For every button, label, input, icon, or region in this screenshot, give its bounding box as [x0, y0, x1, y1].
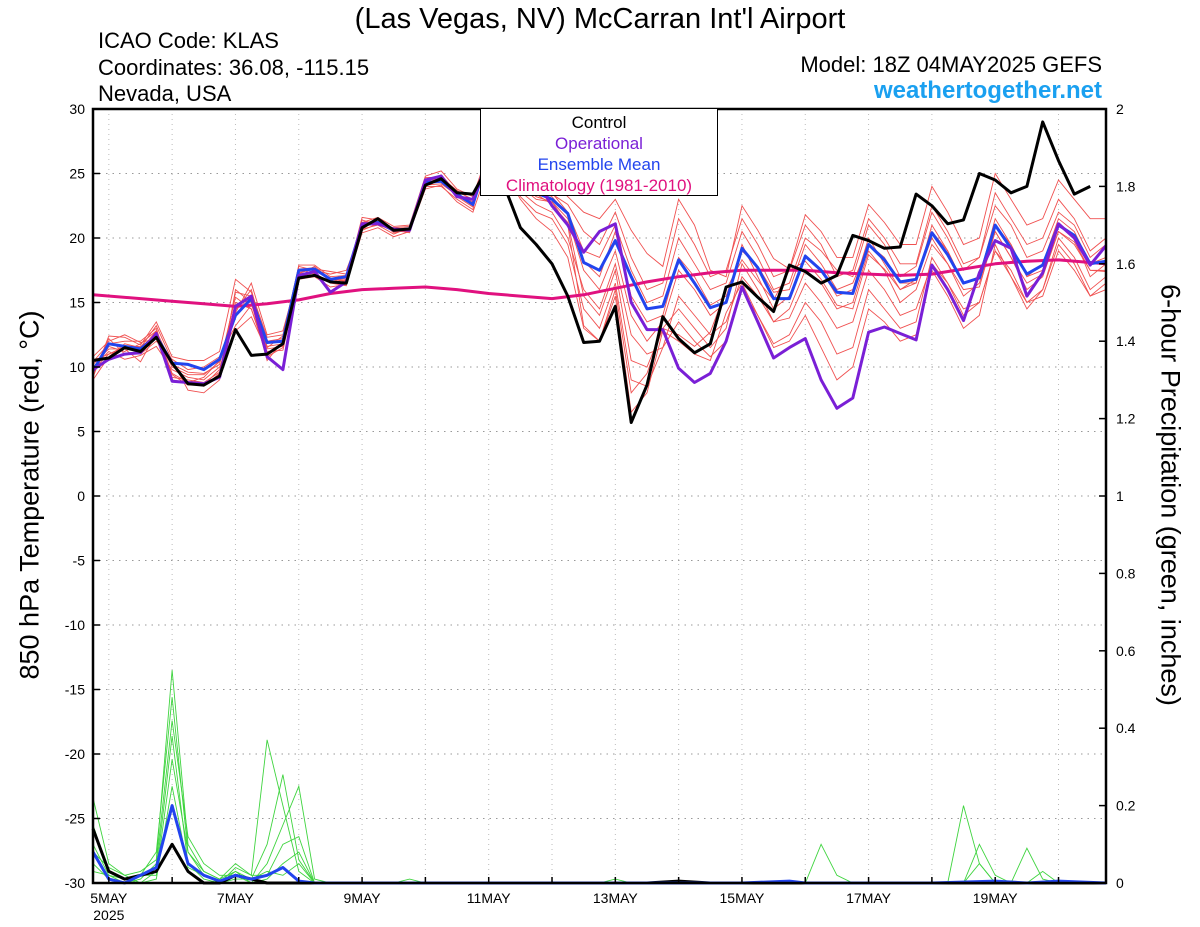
y-left-tick-label: 10: [69, 359, 85, 375]
ensemble-mean-temp-line: [91, 152, 1107, 372]
member-temp-line-2: [92, 140, 1106, 378]
y-right-tick-label: 0.2: [1116, 798, 1136, 814]
y-right-tick-label: 1.2: [1116, 411, 1136, 427]
legend-ensemble-mean: Ensemble Mean: [537, 155, 661, 174]
member-temp-line-4: [92, 157, 1107, 414]
chart-title: (Las Vegas, NV) McCarran Int'l Airport: [354, 3, 846, 35]
y-right-tick-label: 1.8: [1116, 178, 1136, 194]
member-precip-line-2: [92, 697, 1106, 884]
legend-control: Control: [571, 113, 627, 132]
member-temp-line-5: [92, 149, 1107, 383]
y-right-tick-label: 1.6: [1116, 256, 1136, 272]
y-left-tick-label: -10: [65, 617, 85, 633]
climatology-line: [92, 258, 1107, 308]
x-tick-label: 13MAY: [593, 890, 639, 906]
y-right-tick-label: 1.4: [1116, 333, 1136, 349]
member-precip-line-3: [92, 720, 1106, 884]
y-left-tick-label: -30: [65, 875, 85, 891]
y-right-tick-label: 0.8: [1116, 565, 1136, 581]
y-axis-left-label: 850 hPa Temperature (red, °C): [14, 310, 45, 680]
control-precip-line: [91, 828, 1106, 885]
ensemble-member-precipitation-lines: [92, 670, 1106, 884]
y-left-tick-label: -5: [73, 553, 86, 569]
legend: Control Operational Ensemble Mean Climat…: [480, 108, 718, 196]
y-axis-right-label: 6-hour Precipitation (green, inches): [1155, 284, 1186, 706]
member-precip-line-4: [92, 735, 1106, 884]
ensemble-mean-precip-line: [91, 804, 1107, 885]
y-left-tick-label: -20: [65, 746, 85, 762]
control-temp-line: [92, 120, 1091, 424]
y-right-tick-label: 2: [1116, 101, 1124, 117]
x-tick-label: 15MAY: [720, 890, 766, 906]
legend-climatology: Climatology (1981-2010): [505, 176, 693, 195]
x-tick-label: 17MAY: [846, 890, 892, 906]
y-left-tick-label: 15: [69, 295, 85, 311]
y-left-tick-label: 5: [77, 424, 85, 440]
y-left-tick-label: 0: [77, 488, 85, 504]
icao-code: ICAO Code: KLAS: [98, 28, 279, 53]
y-right-tick-label: 0.6: [1116, 643, 1136, 659]
axis-ticks: 302520151050-5-10-15-20-25-3021.81.61.41…: [65, 101, 1136, 923]
coordinates: Coordinates: 36.08, -115.15: [98, 55, 370, 80]
y-right-tick-label: 1: [1116, 488, 1124, 504]
y-left-tick-label: -25: [65, 811, 85, 827]
x-tick-label: 5MAY: [90, 890, 128, 906]
member-precip-line-1: [92, 670, 1106, 884]
grid-lines: [93, 109, 1106, 883]
operational-temp-line: [92, 146, 1108, 410]
site-link[interactable]: weathertogether.net: [873, 77, 1102, 104]
series-lines: [91, 120, 1108, 885]
x-tick-label: 19MAY: [973, 890, 1019, 906]
y-left-tick-label: -15: [65, 682, 85, 698]
x-tick-label: 9MAY: [344, 890, 382, 906]
member-precip-line-6: [92, 786, 1106, 884]
x-tick-label: 7MAY: [217, 890, 255, 906]
y-left-tick-label: 25: [69, 166, 85, 182]
y-right-tick-label: 0.4: [1116, 720, 1136, 736]
y-right-tick-label: 0: [1116, 875, 1124, 891]
x-tick-sublabel: 2025: [93, 907, 124, 923]
region: Nevada, USA: [98, 81, 232, 106]
x-tick-label: 11MAY: [467, 890, 511, 906]
model-run: Model: 18Z 04MAY2025 GEFS: [800, 52, 1102, 77]
y-left-tick-label: 20: [69, 230, 85, 246]
y-left-tick-label: 30: [69, 101, 85, 117]
legend-operational: Operational: [555, 134, 643, 153]
member-precip-line-5: [92, 759, 1106, 884]
